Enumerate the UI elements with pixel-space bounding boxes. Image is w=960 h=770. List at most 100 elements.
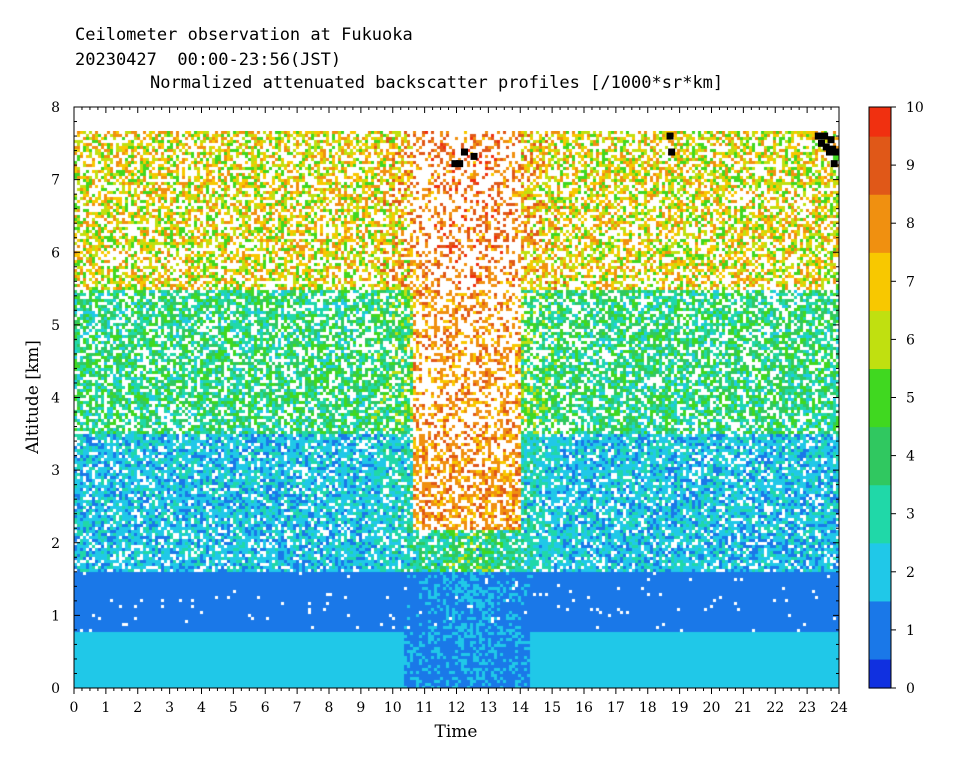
colorbar-segment — [869, 533, 891, 544]
cloud-base-point — [668, 148, 676, 156]
colorbar-segment — [869, 523, 891, 534]
colorbar-segment — [869, 358, 891, 370]
colorbar-tick-label: 10 — [906, 100, 924, 116]
x-tick-label: 18 — [639, 700, 657, 716]
colorbar-tick-label: 6 — [906, 332, 915, 348]
colorbar-segment — [869, 416, 891, 428]
colorbar-tick-label: 7 — [906, 274, 915, 290]
colorbar-segment — [869, 649, 891, 660]
x-tick-label: 12 — [448, 700, 466, 716]
colorbar-segment — [869, 504, 891, 515]
x-tick-label: 24 — [830, 700, 848, 716]
x-tick-label: 20 — [703, 700, 721, 716]
colorbar — [868, 106, 892, 689]
cloud-base-point — [817, 139, 825, 147]
cloud-base-point — [470, 152, 478, 160]
y-tick-label: 2 — [51, 536, 60, 552]
colorbar-segment — [869, 639, 891, 650]
x-tick-label: 11 — [416, 700, 434, 716]
colorbar-tick-label: 8 — [906, 216, 915, 232]
cloud-base-point — [460, 148, 468, 156]
colorbar-segment — [869, 300, 891, 311]
colorbar-segment — [869, 165, 891, 176]
colorbar-segment — [869, 126, 891, 137]
colorbar-segment — [869, 252, 891, 263]
colorbar-ticks: 0 1 2 3 4 5 6 7 8 9 10 — [891, 100, 924, 697]
colorbar-segment — [869, 484, 891, 495]
y-tick-label: 3 — [51, 463, 60, 479]
colorbar-segment — [869, 184, 891, 195]
colorbar-segment — [869, 136, 891, 147]
x-tick-label: 8 — [325, 700, 334, 716]
colorbar-segment — [869, 581, 891, 592]
colorbar-segment — [869, 271, 891, 282]
colorbar-segment — [869, 494, 891, 505]
y-tick-label: 4 — [51, 391, 60, 407]
cloud-base-point — [451, 160, 459, 168]
colorbar-segment — [869, 155, 891, 166]
colorbar-segment — [869, 329, 891, 340]
y-axis-ticks: 0 1 2 3 4 5 6 7 8 — [51, 100, 839, 697]
colorbar-segment — [869, 600, 891, 612]
x-tick-label: 19 — [671, 700, 689, 716]
colorbar-segment — [869, 465, 891, 476]
colorbar-segment — [869, 116, 891, 127]
cloud-base-point — [832, 148, 840, 156]
colorbar-tick-label: 4 — [906, 449, 915, 465]
heatmap-image — [74, 130, 839, 688]
colorbar-segment — [869, 474, 891, 486]
colorbar-tick-label: 9 — [906, 158, 915, 174]
colorbar-segment — [869, 562, 891, 573]
colorbar-segment — [869, 620, 891, 631]
x-tick-label: 21 — [734, 700, 752, 716]
colorbar-segment — [869, 668, 891, 679]
cloud-base-point — [456, 160, 464, 168]
x-tick-label: 3 — [165, 700, 174, 716]
colorbar-segment — [869, 407, 891, 418]
x-tick-label: 14 — [511, 700, 529, 716]
x-axis-title: Time — [435, 722, 478, 742]
colorbar-segment — [869, 678, 891, 689]
x-tick-label: 22 — [766, 700, 784, 716]
chart-header-line2: 20230427 00:00-23:56(JST) — [75, 50, 342, 70]
x-tick-label: 6 — [261, 700, 270, 716]
colorbar-segment — [869, 445, 891, 457]
chart-title: Normalized attenuated backscatter profil… — [150, 73, 724, 93]
y-tick-label: 7 — [51, 173, 60, 189]
x-tick-label: 5 — [229, 700, 238, 716]
x-tick-label: 16 — [575, 700, 593, 716]
cloud-base-point — [821, 132, 829, 140]
y-tick-label: 5 — [51, 318, 60, 334]
colorbar-segment — [869, 242, 891, 253]
colorbar-tick-label: 5 — [906, 391, 915, 407]
colorbar-segment — [869, 320, 891, 331]
colorbar-segment — [869, 145, 891, 157]
colorbar-tick-label: 3 — [906, 507, 915, 523]
colorbar-segment — [869, 610, 891, 621]
colorbar-segment — [869, 387, 891, 399]
x-tick-label: 7 — [293, 700, 302, 716]
colorbar-segment — [869, 426, 891, 437]
colorbar-segment — [869, 310, 891, 321]
x-tick-label: 23 — [798, 700, 816, 716]
colorbar-segment — [869, 107, 891, 118]
y-tick-label: 0 — [51, 681, 60, 697]
colorbar-segment — [869, 368, 891, 379]
colorbar-segment — [869, 513, 891, 524]
colorbar-segment — [869, 542, 891, 554]
colorbar-segment — [869, 213, 891, 224]
colorbar-tick-label: 0 — [906, 681, 915, 697]
y-axis-title: Altitude [km] — [23, 340, 43, 455]
x-tick-label: 4 — [197, 700, 206, 716]
x-tick-label: 17 — [607, 700, 625, 716]
y-tick-label: 8 — [51, 100, 60, 116]
cloud-base-point — [822, 143, 830, 151]
backscatter-heatmap — [74, 130, 839, 688]
colorbar-segment — [869, 436, 891, 447]
x-tick-label: 9 — [356, 700, 365, 716]
colorbar-segment — [869, 194, 891, 205]
x-tick-label: 2 — [133, 700, 142, 716]
colorbar-segment — [869, 281, 891, 292]
x-tick-label: 1 — [101, 700, 110, 716]
